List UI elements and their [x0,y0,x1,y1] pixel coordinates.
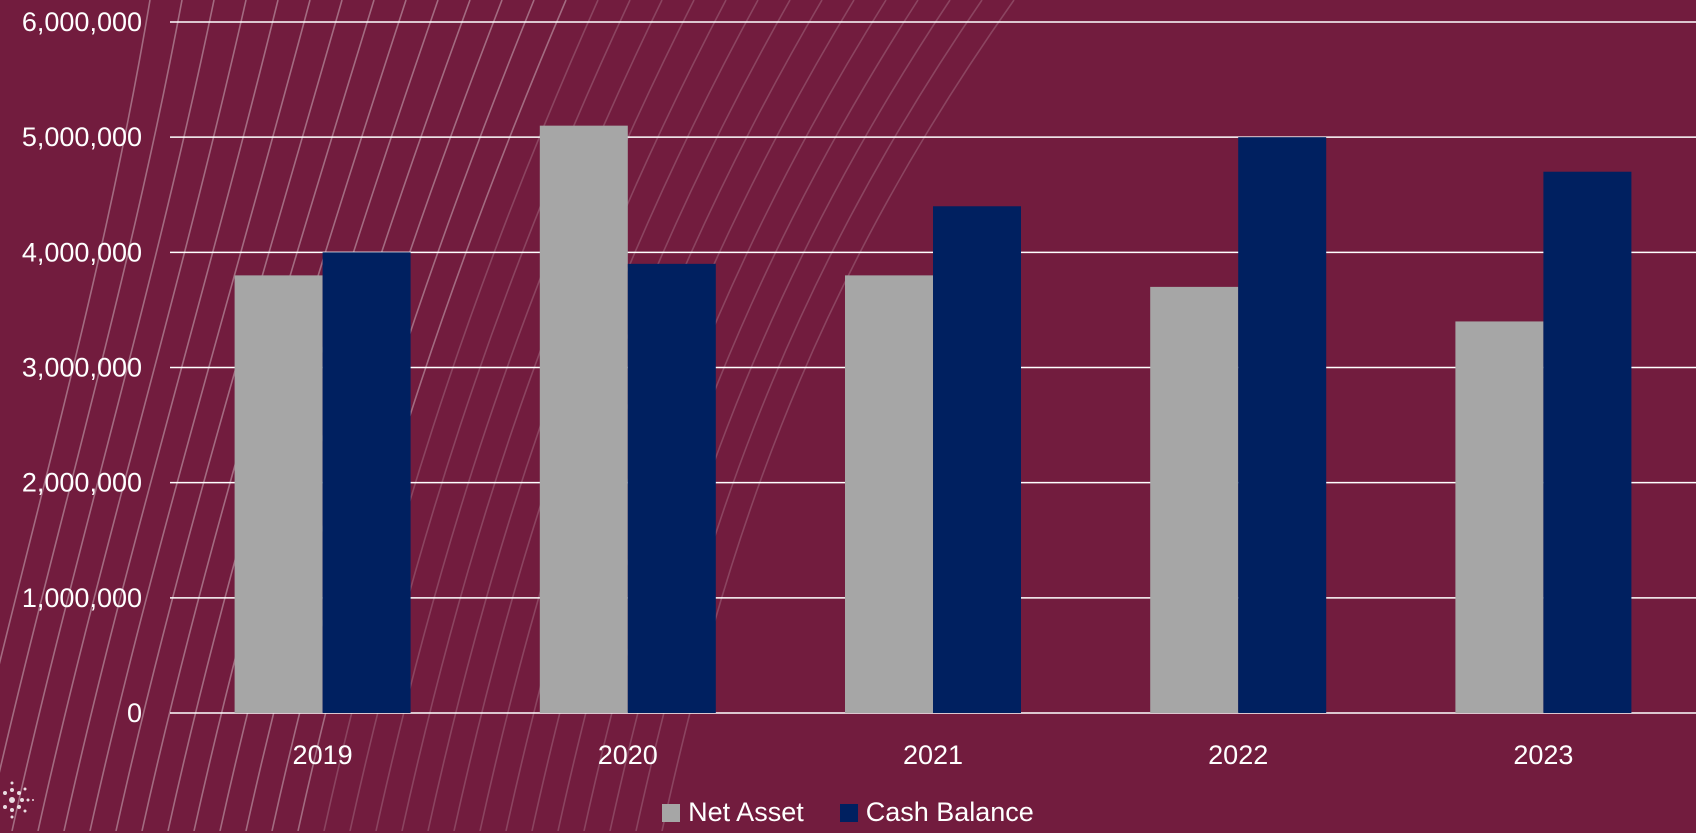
bar-cash-balance-2020 [627,263,716,713]
y-tick-label: 2,000,000 [22,468,142,498]
decoration-stripe [115,0,343,831]
y-tick-label: 0 [127,698,142,728]
bar-cash-balance-2022 [1238,137,1327,713]
x-category-label: 2019 [293,740,353,770]
bar-net-asset-2021 [845,275,933,713]
legend-label-net-asset: Net Asset [688,797,804,827]
legend: Net Asset Cash Balance [0,797,1696,828]
bar-net-asset-2019 [234,275,323,713]
x-category-label: 2020 [598,740,658,770]
bar-cash-balance-2021 [933,206,1021,713]
y-tick-label: 4,000,000 [22,237,142,267]
decoration-stripe [401,0,695,831]
bar-net-asset-2022 [1150,286,1239,713]
bar-cash-balance-2019 [322,252,411,714]
bar-net-asset-2023 [1455,321,1544,713]
logo-icon [0,772,38,833]
x-category-label: 2022 [1208,740,1268,770]
decoration-stripe [0,0,183,773]
decoration-stripe [0,0,151,665]
decoration-stripe [89,0,311,831]
bar-cash-balance-2023 [1543,171,1632,713]
decoration-stripe [37,0,247,831]
bar-net-asset-2020 [539,125,628,713]
decoration-stripe [63,0,279,831]
legend-item-cash-balance: Cash Balance [839,797,1034,828]
legend-label-cash-balance: Cash Balance [865,797,1034,827]
x-category-label: 2023 [1513,740,1573,770]
x-category-label: 2021 [903,740,963,770]
y-tick-label: 6,000,000 [22,7,142,37]
y-tick-label: 5,000,000 [22,122,142,152]
legend-item-net-asset: Net Asset [662,797,804,828]
decoration-stripe [11,0,215,831]
y-tick-label: 1,000,000 [22,583,142,613]
x-axis-category-labels: 2019 2020 2021 2022 2023 [293,740,1574,770]
bars [234,125,1632,714]
y-tick-label: 3,000,000 [22,353,142,383]
legend-swatch-cash-balance [839,803,858,822]
y-axis-tick-labels: 0 1,000,000 2,000,000 3,000,000 4,000,000 5,0… [22,7,142,728]
legend-swatch-net-asset [662,803,681,822]
